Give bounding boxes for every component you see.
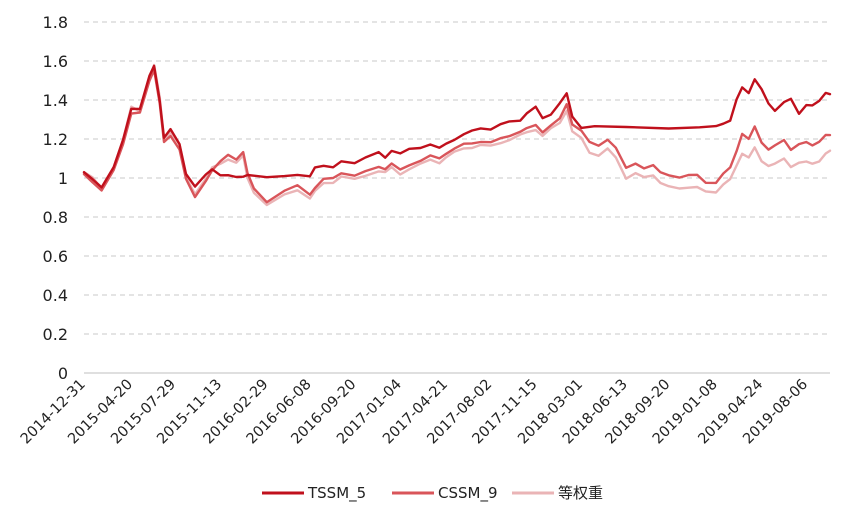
legend: TSSM_5 CSSM_9 等权重 [262,484,603,503]
series-line-equal-weight [82,63,832,207]
y-tick-label: 1 [58,169,68,188]
y-tick-label: 0 [58,364,68,383]
y-tick-label: 0.6 [43,247,68,266]
y-tick-label: 1.6 [43,52,68,71]
y-tick-label: 1.8 [43,13,68,32]
x-axis-tick-labels: 2014-12-312015-04-202015-07-292015-11-13… [18,377,811,448]
legend-label-cssm-9: CSSM_9 [438,484,498,503]
grid-lines [84,21,830,335]
y-tick-label: 0.4 [43,286,68,305]
series-lines [82,63,832,207]
series-line-tssm-5 [82,64,832,189]
series-line-cssm-9 [82,68,832,204]
y-axis-tick-labels: 0 0.2 0.4 0.6 0.8 1 1.2 1.4 1.6 1.8 [43,13,68,383]
y-tick-label: 0.2 [43,325,68,344]
y-tick-label: 1.2 [43,130,68,149]
legend-label-tssm-5: TSSM_5 [307,484,366,503]
y-tick-label: 0.8 [43,208,68,227]
legend-label-equal-weight: 等权重 [558,484,603,502]
y-tick-label: 1.4 [43,91,68,110]
